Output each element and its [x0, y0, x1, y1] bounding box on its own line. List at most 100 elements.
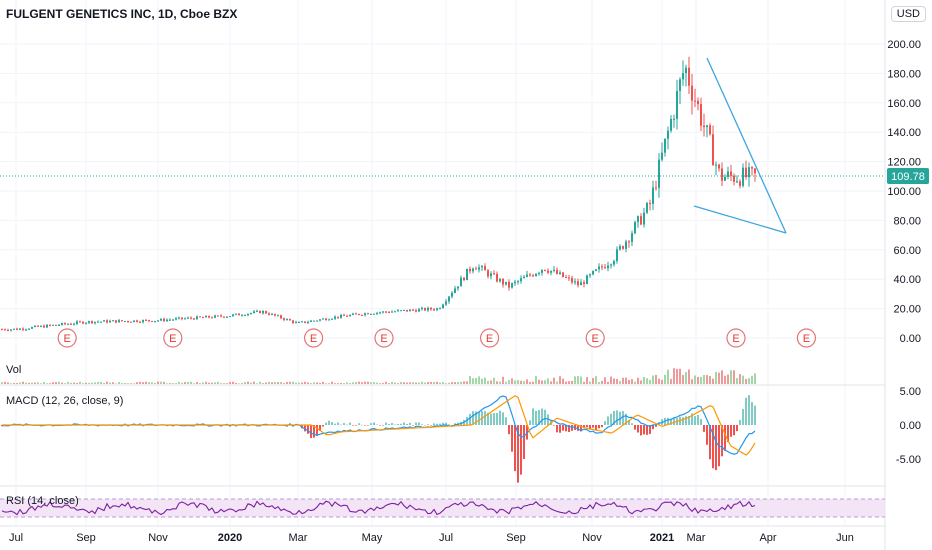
- volume-bar: [574, 376, 576, 384]
- candle-body: [283, 318, 285, 320]
- volume-bar: [334, 383, 336, 384]
- candle-body: [133, 320, 135, 322]
- earnings-marker[interactable]: E: [57, 328, 77, 348]
- volume-bar: [451, 382, 453, 384]
- earnings-marker[interactable]: E: [374, 328, 394, 348]
- candle-body: [487, 270, 489, 277]
- volume-bar: [364, 381, 366, 384]
- volume-bar: [286, 381, 288, 384]
- candle-body: [310, 320, 312, 323]
- earnings-marker[interactable]: E: [163, 328, 183, 348]
- macd-hist-bar: [748, 395, 750, 425]
- macd-hist-bar: [310, 425, 312, 439]
- volume-bar: [460, 381, 462, 384]
- candle-body: [427, 307, 429, 311]
- macd-hist-bar: [523, 425, 525, 459]
- upper-trendline[interactable]: [706, 57, 787, 234]
- volume-bar: [250, 382, 252, 384]
- volume-bar: [499, 381, 501, 384]
- candle-body: [169, 319, 171, 321]
- candle-body: [568, 277, 570, 279]
- candle-body: [118, 320, 120, 323]
- candle-body: [202, 317, 204, 319]
- triangle-pattern[interactable]: [693, 57, 787, 234]
- macd-tick-label: 5.00: [900, 386, 921, 398]
- vol-label: Vol: [6, 364, 21, 376]
- currency-selector[interactable]: USD: [890, 6, 926, 22]
- macd-hist-bar: [313, 425, 315, 438]
- earnings-marker[interactable]: E: [726, 328, 746, 348]
- macd-hist-bar: [649, 425, 651, 434]
- candle-body: [103, 320, 105, 322]
- candle-body: [598, 266, 600, 270]
- macd-hist-bar: [349, 422, 351, 425]
- candle-body: [142, 319, 144, 323]
- candle-body: [514, 281, 516, 284]
- candle-body: [523, 276, 525, 279]
- volume-bar: [541, 380, 543, 384]
- candle-body: [67, 323, 69, 325]
- price-tick-label: 200.00: [887, 39, 921, 51]
- macd-hist-bar: [673, 417, 675, 425]
- macd-hist-bar: [715, 425, 717, 471]
- earnings-marker[interactable]: E: [796, 328, 817, 348]
- candle-body: [262, 311, 264, 314]
- candlestick-series: [1, 56, 756, 332]
- candle-body: [622, 246, 624, 249]
- macd-hist-bar: [529, 420, 531, 425]
- candle-body: [7, 329, 9, 331]
- candle-body: [367, 313, 369, 315]
- macd-hist-bar: [565, 425, 567, 432]
- candle-body: [352, 313, 354, 315]
- candle-body: [511, 283, 513, 288]
- volume-bar: [727, 374, 729, 384]
- volume-bar: [196, 382, 198, 384]
- volume-bar: [148, 382, 150, 384]
- candle-body: [238, 313, 240, 316]
- candle-body: [199, 316, 201, 318]
- candle-body: [754, 168, 756, 174]
- macd-tick-label: -5.00: [896, 454, 921, 466]
- macd-axis[interactable]: 5.00 0.00 -5.00: [896, 386, 921, 466]
- time-axis[interactable]: Jul Sep Nov 2020 Mar May Jul Sep Nov 2021 Mar Apr Ju…: [9, 532, 854, 544]
- price-tick-label: 60.00: [893, 245, 921, 257]
- price-axis[interactable]: 200.00 180.00 160.00 140.00 120.00 100.00 80.0…: [887, 39, 921, 345]
- candle-body: [25, 329, 27, 331]
- rsi-label: RSI (14, close): [6, 495, 79, 507]
- candle-body: [31, 327, 33, 329]
- candle-body: [406, 309, 408, 312]
- earnings-marker[interactable]: E: [480, 328, 500, 348]
- volume-bar: [403, 382, 405, 384]
- volume-bar: [619, 380, 621, 384]
- candle-body: [643, 212, 645, 225]
- candle-body: [364, 313, 366, 316]
- currency-label: USD: [896, 8, 920, 20]
- candle-body: [91, 321, 93, 324]
- macd-hist-bar: [733, 425, 735, 436]
- candle-body: [319, 319, 321, 321]
- earnings-marker[interactable]: E: [585, 328, 605, 348]
- volume-bar: [106, 381, 108, 384]
- macd-hist-bar: [697, 414, 699, 425]
- candle-body: [619, 246, 621, 250]
- volume-bar: [181, 382, 183, 384]
- earnings-marker-label: E: [310, 333, 317, 345]
- candle-body: [28, 328, 30, 330]
- volume-bar: [190, 381, 192, 384]
- volume-bar: [484, 377, 486, 384]
- lower-trendline[interactable]: [693, 205, 787, 234]
- candle-body: [721, 168, 723, 181]
- time-tick-label: Jul: [439, 532, 453, 544]
- earnings-marker[interactable]: E: [304, 328, 324, 348]
- macd-hist-bar: [490, 413, 492, 425]
- candle-body: [397, 310, 399, 312]
- volume-bar: [193, 383, 195, 384]
- volume-bar: [544, 380, 546, 384]
- macd-hist-bar: [358, 423, 360, 425]
- volume-bar: [601, 380, 603, 384]
- earnings-marker-label: E: [592, 333, 599, 345]
- candle-body: [85, 322, 87, 324]
- macd-hist-bar: [640, 425, 642, 436]
- candle-body: [46, 324, 48, 328]
